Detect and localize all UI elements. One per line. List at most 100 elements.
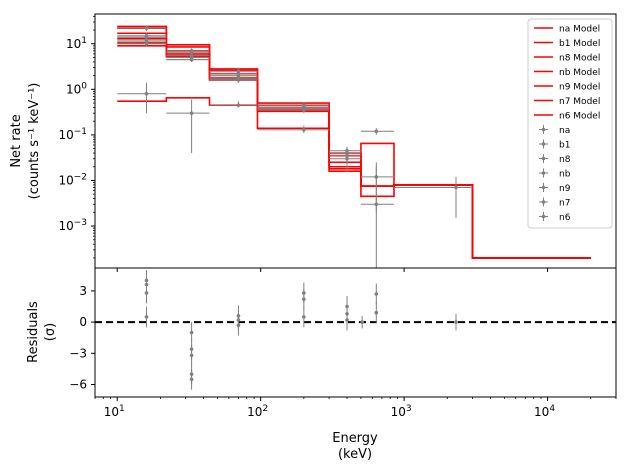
legend-label: n7 Model bbox=[559, 97, 600, 107]
legend-entry-model: n7 Model bbox=[534, 97, 600, 107]
point-marker bbox=[236, 69, 241, 74]
point-marker bbox=[144, 26, 149, 30]
residual-marker bbox=[360, 320, 364, 324]
data-point-n6-3 bbox=[257, 107, 330, 114]
legend-label: n8 bbox=[559, 155, 571, 165]
residual-marker bbox=[454, 320, 458, 324]
legend-entry-model: nb Model bbox=[534, 68, 600, 78]
legend-label: b1 Model bbox=[559, 39, 600, 49]
residual-point-3 bbox=[144, 306, 149, 328]
residual-point-21 bbox=[454, 313, 458, 331]
legend-entry-model: n6 Model bbox=[534, 112, 600, 122]
residual-y-tick-label: 3 bbox=[79, 284, 87, 298]
residual-point-8 bbox=[189, 368, 194, 390]
data-points bbox=[117, 25, 473, 268]
residual-y-tick-label: −3 bbox=[69, 346, 87, 360]
x-tick-label: 101 bbox=[104, 404, 125, 419]
point-marker bbox=[236, 73, 241, 78]
residual-marker bbox=[144, 291, 149, 295]
data-point-n7-4 bbox=[360, 162, 394, 213]
point-marker bbox=[374, 129, 379, 134]
bottom-panel-frame bbox=[94, 267, 617, 398]
bottom-y-label-line2: (σ) bbox=[43, 323, 58, 341]
data-point-b1-3 bbox=[257, 125, 330, 134]
residual-point-17 bbox=[345, 309, 349, 331]
point-marker bbox=[189, 57, 194, 62]
legend-marker-dot bbox=[541, 156, 546, 161]
legend-label: nb bbox=[559, 170, 571, 180]
y-tick-base: 10 bbox=[66, 82, 81, 96]
legend-label: n6 bbox=[559, 213, 571, 223]
legend-marker-dot bbox=[541, 185, 546, 190]
x-tick-label: 102 bbox=[247, 404, 268, 419]
residual-point-11 bbox=[236, 314, 241, 336]
residual-marker bbox=[189, 353, 194, 358]
legend: na Model b1 Model n8 Model nb Model n9 Model… bbox=[527, 18, 613, 229]
residual-point-13 bbox=[302, 288, 306, 310]
legend-label: n9 bbox=[559, 184, 571, 194]
legend-marker-dot bbox=[541, 127, 546, 132]
point-marker bbox=[236, 77, 241, 81]
data-point-n7-0 bbox=[117, 40, 167, 44]
residual-marker bbox=[345, 318, 349, 322]
y-tick-base: 10 bbox=[58, 219, 73, 233]
legend-entry-data: n6 bbox=[539, 212, 571, 223]
x-tick-base: 10 bbox=[247, 405, 262, 419]
legend-entry-data: n8 bbox=[539, 154, 571, 165]
point-marker bbox=[189, 53, 194, 58]
data-point-n6-5 bbox=[393, 176, 473, 219]
legend-entry-data: n7 bbox=[539, 197, 570, 209]
legend-label: b1 bbox=[559, 141, 570, 151]
residual-point-19 bbox=[374, 283, 379, 305]
data-point-b1-4 bbox=[360, 128, 394, 135]
legend-label: n6 Model bbox=[559, 112, 600, 122]
legend-entry-model: na Model bbox=[534, 25, 600, 35]
point-marker bbox=[189, 111, 194, 115]
data-point-n7-1 bbox=[166, 53, 210, 58]
y-tick-label: 10−2 bbox=[58, 172, 87, 187]
residual-points bbox=[144, 270, 458, 390]
y-tick-base: 10 bbox=[58, 173, 73, 187]
legend-entry-model: n9 Model bbox=[534, 83, 600, 93]
legend-entry-model: n8 Model bbox=[534, 54, 600, 64]
residual-marker bbox=[374, 310, 379, 315]
legend-label: n8 Model bbox=[559, 54, 600, 64]
x-axis-label-line1: Energy bbox=[332, 431, 378, 446]
y-tick-exponent: −2 bbox=[74, 172, 87, 182]
data-point-b1-0 bbox=[117, 82, 167, 114]
residual-marker bbox=[236, 323, 241, 328]
y-tick-exponent: −3 bbox=[74, 218, 87, 228]
y-tick-label: 10−1 bbox=[58, 127, 87, 142]
data-point-na-0 bbox=[117, 25, 167, 32]
bottom-y-axis: −6 −3 0 3 bbox=[69, 284, 95, 392]
top-y-label-line2: (counts s⁻¹ keV⁻¹) bbox=[27, 83, 42, 200]
point-marker bbox=[236, 103, 241, 107]
top-y-label-line1: Net rate bbox=[9, 114, 24, 167]
y-tick-base: 10 bbox=[58, 128, 73, 142]
legend-marker-dot bbox=[541, 142, 546, 146]
x-axis: 101 102 103 104 bbox=[94, 268, 617, 419]
legend-marker-dot bbox=[541, 171, 546, 175]
residual-point-18 bbox=[360, 315, 364, 329]
legend-label: n7 bbox=[559, 199, 570, 209]
point-marker bbox=[345, 153, 349, 158]
y-tick-label: 10−3 bbox=[58, 218, 87, 233]
x-tick-exponent: 4 bbox=[549, 404, 555, 414]
x-axis-label-line2: (keV) bbox=[338, 447, 372, 462]
residual-y-tick-label: 0 bbox=[79, 315, 87, 329]
y-tick-label: 101 bbox=[66, 36, 87, 51]
data-point-n6-0 bbox=[117, 34, 167, 41]
point-marker bbox=[144, 40, 149, 44]
x-tick-base: 10 bbox=[104, 405, 119, 419]
x-tick-base: 10 bbox=[391, 405, 406, 419]
y-tick-exponent: 0 bbox=[81, 81, 87, 91]
x-tick-base: 10 bbox=[534, 405, 549, 419]
residual-marker bbox=[189, 377, 194, 382]
data-point-n6-1 bbox=[166, 57, 210, 62]
x-tick-label: 103 bbox=[391, 404, 412, 419]
residual-point-14 bbox=[302, 306, 306, 328]
legend-marker-dot bbox=[541, 200, 546, 204]
residual-marker bbox=[302, 315, 306, 319]
